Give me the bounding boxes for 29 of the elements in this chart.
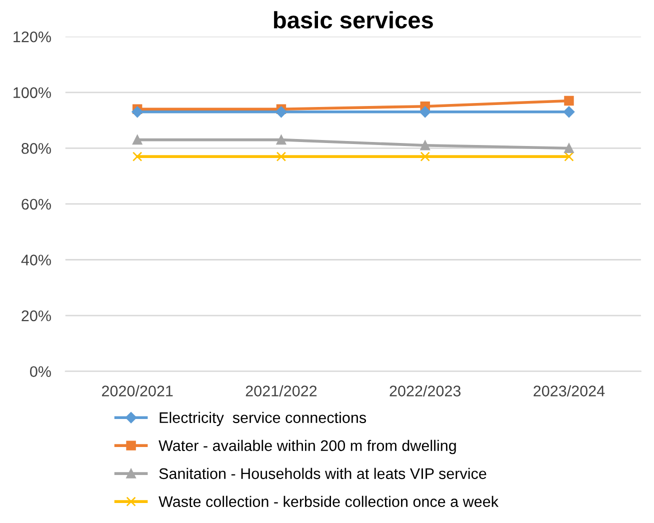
y-tick-label: 40% (21, 254, 51, 266)
point (276, 152, 286, 162)
x-tick-label: 2021/2022 (246, 385, 317, 396)
y-tick-label: 0% (30, 366, 51, 378)
y-tick-label: 100% (14, 87, 51, 98)
y-tick-label: 20% (22, 310, 51, 322)
legend-label: Sanitation - Households with at leats VIP service (159, 468, 486, 480)
point (564, 96, 574, 106)
point (132, 134, 142, 145)
point (276, 134, 286, 145)
x-tick-label: 2022/2023 (390, 385, 461, 396)
point (419, 106, 431, 118)
point (563, 106, 575, 118)
x-tick-label: 2020/2021 (102, 385, 173, 396)
point (564, 143, 574, 154)
point (132, 152, 142, 162)
point (564, 152, 574, 162)
point (132, 106, 143, 118)
y-tick-label: 60% (22, 198, 51, 210)
point (276, 106, 287, 118)
legend-label: Waste collection - kerbside collection once a week (158, 496, 499, 508)
point (420, 140, 430, 150)
chart-title: basic services (274, 11, 433, 29)
y-tick-label: 80% (22, 143, 51, 154)
x-tick-label: 2023/2024 (534, 385, 605, 396)
legend-label: Electricity service connections (160, 412, 366, 426)
legend-label: Water - available within 200 m from dwelling (158, 440, 456, 454)
point (420, 152, 430, 162)
y-tick-label: 120% (14, 31, 51, 42)
